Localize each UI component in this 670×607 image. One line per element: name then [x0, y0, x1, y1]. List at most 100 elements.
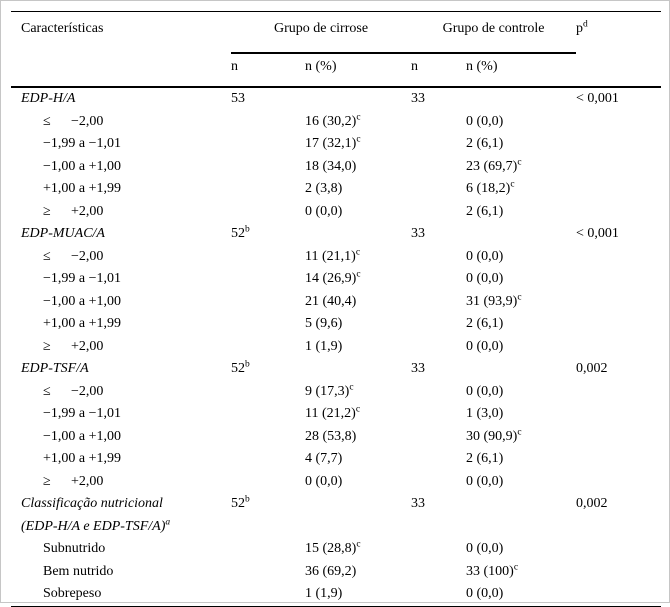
control-pct-cell: 33 (100)c [466, 561, 519, 579]
column-header-cirrhosis-group: Grupo de cirrose [231, 11, 412, 54]
row-label: +1,00 a +1,99 [43, 451, 122, 466]
row-label: ≥ +2,00 [11, 201, 231, 224]
cirrhosis-n-cell: 53 [231, 91, 245, 106]
cirrhosis-pct-cell: 21 (40,4) [305, 293, 357, 309]
comparison-operator: ≥ [43, 473, 51, 489]
control-pct-cell: 0 (0,0) [466, 586, 504, 601]
control-pct-cell: 0 (0,0) [466, 338, 504, 354]
row-label: ≥ +2,00 [11, 336, 231, 359]
cirrhosis-pct-cell: 4 (7,7) [305, 451, 343, 466]
cirrhosis-n-cell: 52b [231, 494, 250, 511]
table-row: ≥ +2,00 0 (0,0) 0 (0,0) [11, 471, 661, 494]
control-pct-cell: 2 (6,1) [466, 136, 504, 151]
control-pct-cell: 0 (0,0) [466, 248, 504, 264]
row-label: Bem nutrido [43, 563, 114, 579]
table-row: Subnutrido 15 (28,8)c 0 (0,0) [11, 538, 661, 561]
p-value-cell: 0,002 [576, 361, 608, 376]
row-label: −1,99 a −1,01 [43, 406, 122, 421]
footnote-marker: b [245, 224, 250, 235]
control-pct-cell: 30 (90,9)c [466, 426, 522, 444]
control-n-cell [411, 426, 466, 449]
cirrhosis-n-cell [231, 268, 305, 291]
p-value-cell [576, 448, 661, 471]
cirrhosis-n-cell [231, 246, 305, 269]
footnote-marker: b [245, 359, 250, 370]
section-title-line: EDP-H/A [21, 91, 76, 106]
control-pct-cell: 2 (6,1) [466, 451, 504, 466]
table-row: ≤ −2,00 11 (21,1)c 0 (0,0) [11, 246, 661, 269]
control-pct-cell: 31 (93,9)c [466, 291, 522, 309]
cirrhosis-pct-cell: 5 (9,6) [305, 316, 343, 331]
cirrhosis-n-cell [231, 336, 305, 359]
control-pct-cell: 2 (6,1) [466, 203, 504, 219]
cirrhosis-pct-cell: 16 (30,2)c [305, 111, 361, 129]
footnote-marker: c [356, 111, 361, 122]
row-label: −1,00 a +1,00 [43, 428, 122, 444]
cirrhosis-n-cell [231, 561, 305, 584]
p-value-cell [576, 403, 661, 426]
control-n-cell [411, 538, 466, 561]
table-row: ≤ −2,00 9 (17,3)c 0 (0,0) [11, 381, 661, 404]
p-value-cell [576, 561, 661, 584]
section-title-line: EDP-MUAC/A [21, 226, 105, 241]
cirrhosis-pct-cell: 1 (1,9) [305, 338, 343, 354]
control-n-cell [411, 178, 466, 201]
footnote-marker: c [513, 561, 519, 572]
cirrhosis-pct-cell [305, 87, 411, 111]
cirrhosis-n-cell [231, 381, 305, 404]
cirrhosis-pct-cell: 18 (34,0) [305, 158, 357, 174]
p-value-cell: 0,002 [576, 496, 608, 511]
cirrhosis-n-cell [231, 291, 305, 314]
control-n-cell [411, 381, 466, 404]
p-value-cell [576, 426, 661, 449]
control-pct-cell: 23 (69,7)c [466, 156, 522, 174]
p-value-cell [576, 268, 661, 291]
section-header-row: EDP-TSF/A 52b 33 0,002 [11, 358, 661, 381]
cirrhosis-pct-cell: 1 (1,9) [305, 586, 343, 601]
control-n-cell [411, 268, 466, 291]
table-row: −1,99 a −1,01 14 (26,9)c 0 (0,0) [11, 268, 661, 291]
control-n-cell [411, 336, 466, 359]
control-n-cell: 33 [411, 91, 426, 106]
section-title-line: Classificação nutricional [21, 496, 163, 511]
control-n-cell: 33 [411, 496, 426, 511]
row-label: −1,99 a −1,01 [43, 271, 122, 286]
table-row: Sobrepeso 1 (1,9) 0 (0,0) [11, 583, 661, 606]
footnote-marker: c [517, 426, 522, 437]
section-header-row: Classificação nutricional (EDP-H/A e EDP-… [11, 493, 661, 538]
subheader-control-n: n [411, 53, 467, 88]
control-pct-cell [466, 87, 576, 111]
table-row: −1,99 a −1,01 11 (21,2)c 1 (3,0) [11, 403, 661, 426]
table-row: ≥ +2,00 1 (1,9) 0 (0,0) [11, 336, 661, 359]
table-row: +1,00 a +1,99 5 (9,6) 2 (6,1) [11, 313, 661, 336]
control-n-cell [411, 111, 466, 134]
control-n-cell [411, 471, 466, 494]
row-label: +1,00 a +1,99 [43, 181, 122, 196]
comparison-operator: ≤ [43, 383, 51, 399]
cirrhosis-pct-cell: 15 (28,8)c [305, 539, 361, 556]
row-label: ≤ −2,00 [11, 381, 231, 404]
control-n-cell [411, 448, 466, 471]
table-row: −1,00 a +1,00 28 (53,8) 30 (90,9)c [11, 426, 661, 449]
control-pct-cell: 6 (18,2)c [466, 179, 515, 196]
cirrhosis-pct-cell: 11 (21,1)c [305, 246, 361, 264]
cirrhosis-n-cell [231, 133, 305, 156]
p-value-cell: < 0,001 [576, 226, 619, 241]
p-footnote-marker: d [583, 19, 588, 30]
control-n-cell [411, 403, 466, 426]
p-value-cell [576, 291, 661, 314]
section-header-row: EDP-MUAC/A 52b 33 < 0,001 [11, 223, 661, 246]
p-value-cell: < 0,001 [576, 91, 619, 106]
section-title-line: (EDP-H/A e EDP-TSF/A)a [21, 516, 171, 534]
cirrhosis-n-cell [231, 313, 305, 336]
table-row: +1,00 a +1,99 4 (7,7) 2 (6,1) [11, 448, 661, 471]
section-title: EDP-TSF/A [11, 358, 231, 381]
cirrhosis-pct-cell [305, 493, 411, 538]
p-value-cell [576, 538, 661, 561]
p-label: p [576, 21, 584, 36]
cirrhosis-n-cell [231, 156, 305, 179]
control-n-cell [411, 313, 466, 336]
control-pct-cell [466, 493, 576, 538]
cirrhosis-pct-cell: 14 (26,9)c [305, 269, 361, 286]
